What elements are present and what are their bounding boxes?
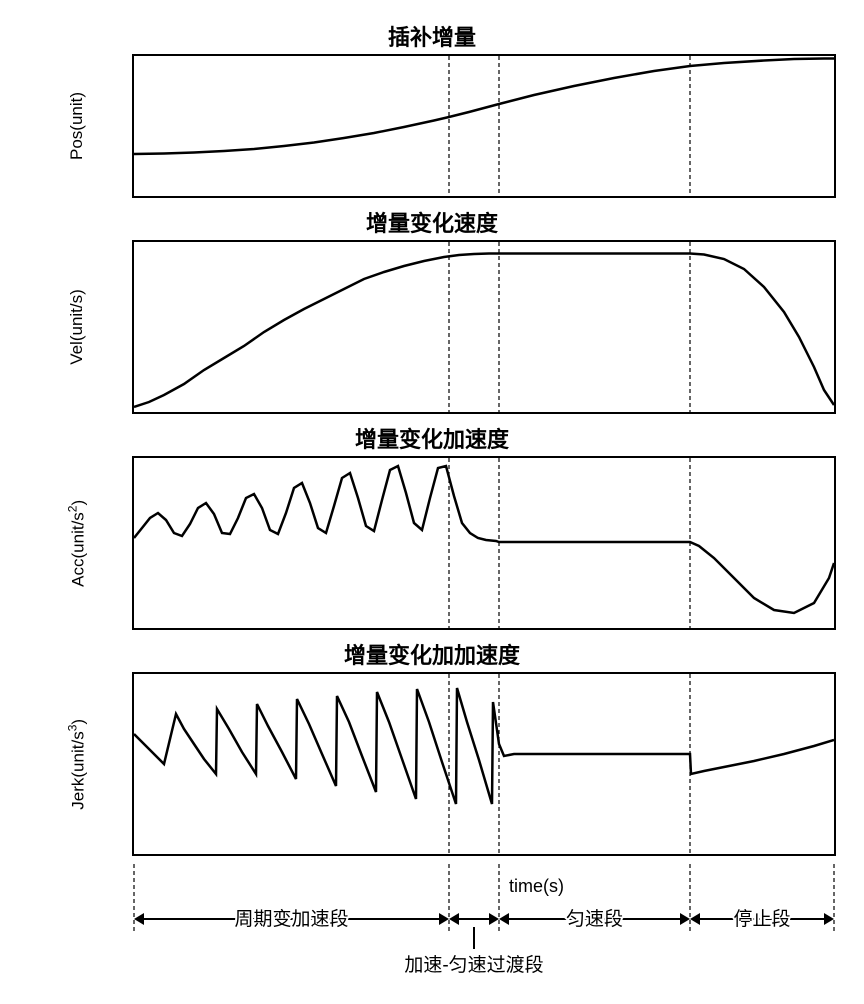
- time-axis-label: time(s): [509, 876, 564, 896]
- panel-pos: 插补增量 Pos(unit): [22, 20, 842, 198]
- svg-text:周期变加速段: 周期变加速段: [234, 908, 348, 930]
- ylabel-jerk: Jerk(unit/s3): [66, 709, 89, 819]
- figure-root: 插补增量 Pos(unit) 增量变化速度 Vel(unit/s) 增量变化加速…: [22, 20, 842, 984]
- ylabel-pos: Pos(unit): [67, 71, 87, 181]
- ylabel-acc: Acc(unit/s2): [66, 488, 89, 598]
- panel-acc: 增量变化加速度 Acc(unit/s2): [22, 422, 842, 630]
- segment-ruler: time(s) 周期变加速段 匀速段 停止段加速-匀速过渡段: [132, 864, 834, 984]
- title-pos: 插补增量: [22, 20, 842, 52]
- chart-acc: [132, 456, 836, 630]
- panel-vel: 增量变化速度 Vel(unit/s): [22, 206, 842, 414]
- title-acc: 增量变化加速度: [22, 422, 842, 454]
- ylabel-vel: Vel(unit/s): [67, 272, 87, 382]
- chart-jerk: [132, 672, 836, 856]
- svg-text:加速-匀速过渡段: 加速-匀速过渡段: [404, 954, 543, 976]
- title-vel: 增量变化速度: [22, 206, 842, 238]
- chart-vel: [132, 240, 836, 414]
- panel-jerk: 增量变化加加速度 Jerk(unit/s3): [22, 638, 842, 856]
- svg-text:匀速段: 匀速段: [566, 908, 623, 930]
- title-jerk: 增量变化加加速度: [22, 638, 842, 670]
- chart-pos: [132, 54, 836, 198]
- svg-text:停止段: 停止段: [733, 908, 790, 930]
